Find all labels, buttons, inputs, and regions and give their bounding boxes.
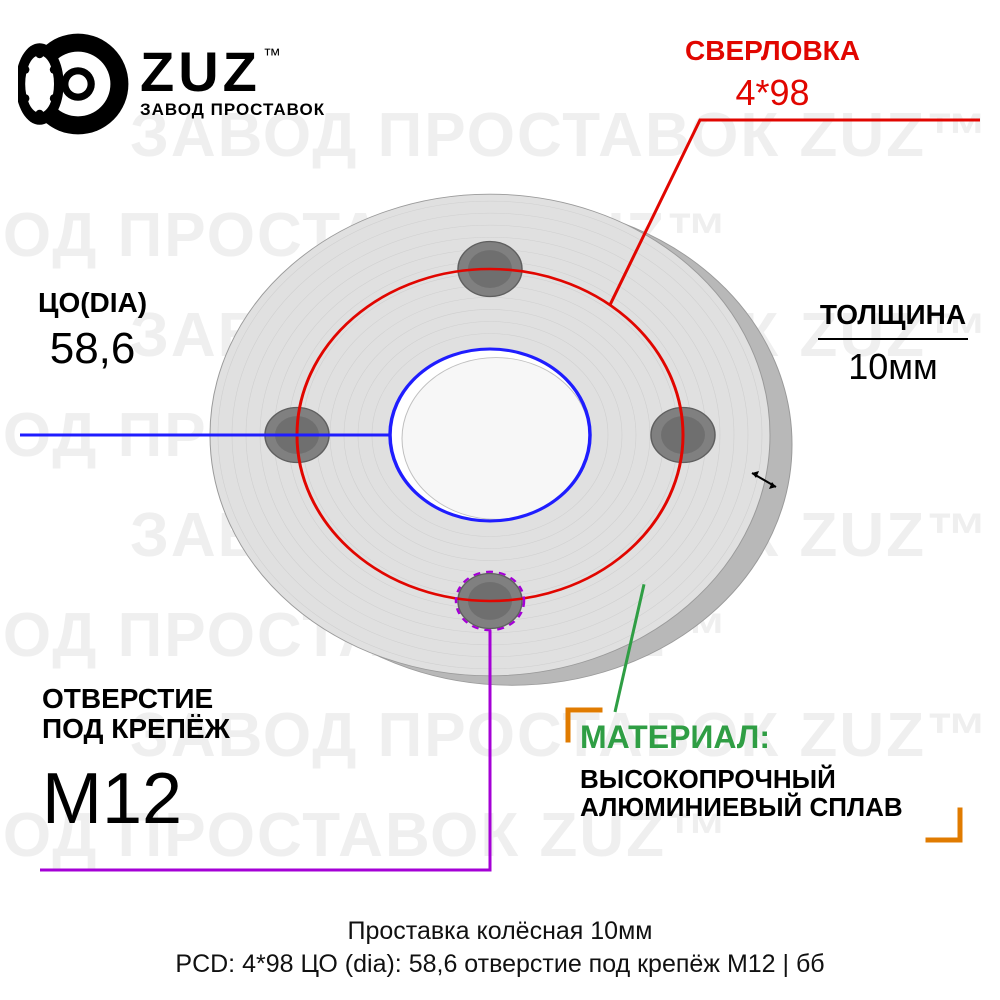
annotation-pcd: СВЕРЛОВКА 4*98 bbox=[685, 36, 860, 114]
annotation-material: МАТЕРИАЛ: ВЫСОКОПРОЧНЫЙ АЛЮМИНИЕВЫЙ СПЛА… bbox=[580, 720, 960, 821]
annotation-thickness: ТОЛЩИНА 10мм bbox=[818, 300, 968, 388]
material-title: МАТЕРИАЛ: bbox=[580, 720, 960, 755]
pcd-title: СВЕРЛОВКА bbox=[685, 36, 860, 66]
bolt-title-2: ПОД КРЕПЁЖ bbox=[42, 714, 230, 744]
dia-value: 58,6 bbox=[38, 324, 147, 374]
material-value-1: ВЫСОКОПРОЧНЫЙ bbox=[580, 765, 960, 793]
logo-brand: ZUZ bbox=[140, 40, 261, 103]
caption: Проставка колёсная 10мм PCD: 4*98 ЦО (di… bbox=[0, 915, 1000, 983]
spacer-diagram bbox=[0, 0, 1000, 1000]
thickness-rule bbox=[818, 338, 968, 340]
logo-subtitle: ЗАВОД ПРОСТАВОК bbox=[140, 100, 325, 120]
logo-tm: ™ bbox=[263, 45, 285, 65]
bolt-title-1: ОТВЕРСТИЕ bbox=[42, 684, 230, 714]
logo-text: ZUZ™ ЗАВОД ПРОСТАВОК bbox=[140, 48, 325, 120]
annotation-bolt: ОТВЕРСТИЕ ПОД КРЕПЁЖ M12 bbox=[42, 684, 230, 840]
thickness-title: ТОЛЩИНА bbox=[818, 300, 968, 330]
logo: ZUZ™ ЗАВОД ПРОСТАВОК bbox=[18, 24, 325, 144]
thickness-value: 10мм bbox=[818, 346, 968, 388]
caption-line-1: Проставка колёсная 10мм bbox=[0, 915, 1000, 949]
logo-mark-icon bbox=[18, 24, 138, 144]
annotation-dia: ЦО(DIA) 58,6 bbox=[38, 288, 147, 374]
dia-title: ЦО(DIA) bbox=[38, 288, 147, 318]
pcd-value: 4*98 bbox=[685, 72, 860, 114]
bolt-value: M12 bbox=[42, 758, 230, 840]
material-value-2: АЛЮМИНИЕВЫЙ СПЛАВ bbox=[580, 793, 960, 821]
caption-line-2: PCD: 4*98 ЦО (dia): 58,6 отверстие под к… bbox=[0, 948, 1000, 982]
